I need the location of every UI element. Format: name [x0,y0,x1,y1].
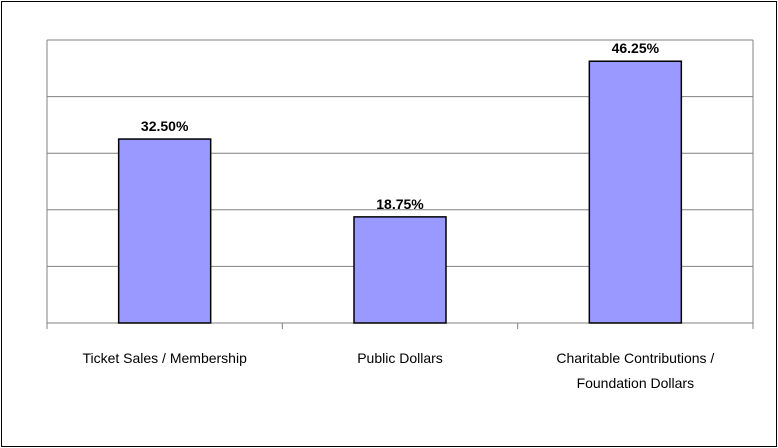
value-label: 18.75% [376,196,424,212]
x-tick-label: Public Dollars [357,350,443,366]
bar [117,138,212,324]
value-label: 32.50% [141,118,189,134]
bar [353,216,447,324]
x-tick-label: Charitable Contributions / Foundation Do… [556,350,715,391]
value-label: 46.25% [612,40,660,56]
x-tick-label: Ticket Sales / Membership [82,350,247,366]
bar [588,60,683,324]
